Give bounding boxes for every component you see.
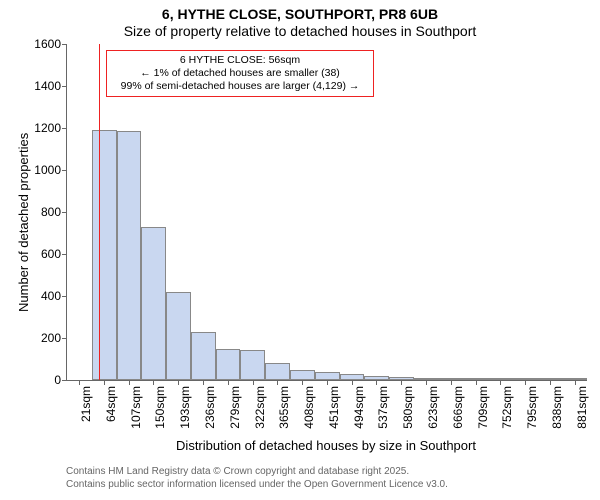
y-tick-label: 800 [41,205,67,219]
x-tick-mark [426,380,427,385]
x-tick-mark [302,380,303,385]
x-tick-label: 64sqm [104,386,118,422]
histogram-bar [191,332,216,380]
x-tick-label: 881sqm [575,386,589,429]
y-tick-label: 1000 [34,163,67,177]
chart-title-line1: 6, HYTHE CLOSE, SOUTHPORT, PR8 6UB [0,0,600,23]
x-tick-mark [153,380,154,385]
histogram-bar [265,363,290,380]
x-tick-mark [500,380,501,385]
x-tick-label: 236sqm [203,386,217,429]
x-tick-label: 150sqm [153,386,167,429]
x-tick-mark [376,380,377,385]
attribution-text: Contains HM Land Registry data © Crown c… [66,466,448,491]
x-tick-mark [476,380,477,385]
y-tick-label: 200 [41,331,67,345]
chart-container: { "title": { "line1": "6, HYTHE CLOSE, S… [0,0,600,500]
x-tick-mark [525,380,526,385]
x-tick-mark [327,380,328,385]
x-tick-mark [104,380,105,385]
y-tick-label: 1200 [34,121,67,135]
x-tick-label: 107sqm [129,386,143,429]
x-tick-mark [451,380,452,385]
x-tick-label: 537sqm [376,386,390,429]
histogram-bar [290,370,315,381]
x-tick-label: 451sqm [327,386,341,429]
attribution-line1: Contains HM Land Registry data © Crown c… [66,466,448,479]
x-tick-label: 666sqm [451,386,465,429]
chart-title-line2: Size of property relative to detached ho… [0,23,600,40]
y-axis-label: Number of detached properties [16,133,31,312]
x-tick-mark [253,380,254,385]
histogram-bar [216,349,241,381]
x-tick-label: 279sqm [228,386,242,429]
x-tick-label: 838sqm [550,386,564,429]
x-tick-label: 752sqm [500,386,514,429]
x-tick-label: 795sqm [525,386,539,429]
histogram-bar [315,372,340,380]
x-tick-label: 365sqm [277,386,291,429]
y-tick-label: 400 [41,289,67,303]
x-tick-label: 580sqm [401,386,415,429]
x-tick-mark [129,380,130,385]
x-tick-label: 21sqm [79,386,93,422]
x-tick-mark [401,380,402,385]
y-tick-label: 1600 [34,37,67,51]
marker-line [99,44,100,380]
annotation-line: 99% of semi-detached houses are larger (… [113,80,367,93]
x-tick-mark [352,380,353,385]
x-tick-label: 709sqm [476,386,490,429]
annotation-box: 6 HYTHE CLOSE: 56sqm← 1% of detached hou… [106,50,374,97]
y-tick-label: 600 [41,247,67,261]
x-tick-mark [228,380,229,385]
x-tick-mark [203,380,204,385]
x-tick-mark [550,380,551,385]
y-tick-label: 0 [54,373,67,387]
x-tick-mark [277,380,278,385]
x-tick-mark [575,380,576,385]
histogram-bar [92,130,117,380]
x-tick-label: 322sqm [253,386,267,429]
x-tick-label: 408sqm [302,386,316,429]
histogram-bar [141,227,166,380]
x-axis-label: Distribution of detached houses by size … [66,438,586,453]
x-tick-label: 193sqm [178,386,192,429]
annotation-line: ← 1% of detached houses are smaller (38) [113,67,367,80]
x-tick-mark [79,380,80,385]
annotation-line: 6 HYTHE CLOSE: 56sqm [113,54,367,67]
y-tick-label: 1400 [34,79,67,93]
x-tick-label: 494sqm [352,386,366,429]
x-tick-mark [178,380,179,385]
x-tick-label: 623sqm [426,386,440,429]
histogram-bar [117,131,142,380]
histogram-bar [240,350,265,380]
histogram-bar [166,292,191,380]
attribution-line2: Contains public sector information licen… [66,479,448,492]
